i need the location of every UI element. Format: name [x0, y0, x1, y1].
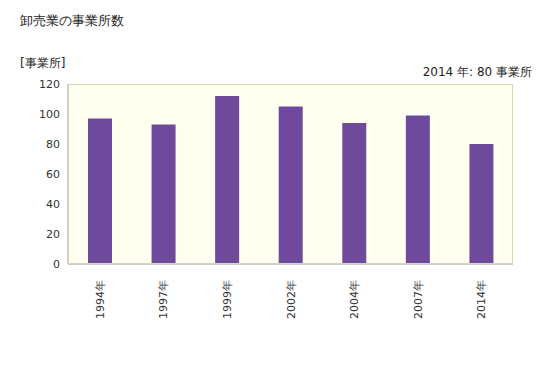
- svg-text:120: 120: [39, 78, 60, 91]
- svg-text:1999年: 1999年: [221, 280, 234, 319]
- html-text:[事業所]: [事業所]: [20, 56, 66, 70]
- svg-text:20: 20: [46, 228, 60, 241]
- svg-text:80: 80: [46, 138, 60, 151]
- html-text:卸売業の事業所数: 卸売業の事業所数: [20, 13, 124, 28]
- svg-text:0: 0: [53, 258, 60, 271]
- svg-text:2014年: 2014年: [475, 280, 488, 319]
- svg-text:100: 100: [39, 108, 60, 121]
- svg-text:2004年: 2004年: [348, 280, 361, 319]
- svg-text:60: 60: [46, 168, 60, 181]
- html-text:2014 年: 80 事業所: 2014 年: 80 事業所: [422, 65, 532, 79]
- svg-text:40: 40: [46, 198, 60, 211]
- svg-text:2002年: 2002年: [285, 280, 298, 319]
- svg-text:1997年: 1997年: [157, 280, 170, 319]
- svg-text:2007年: 2007年: [412, 280, 425, 319]
- svg-text:1994年: 1994年: [94, 280, 107, 319]
